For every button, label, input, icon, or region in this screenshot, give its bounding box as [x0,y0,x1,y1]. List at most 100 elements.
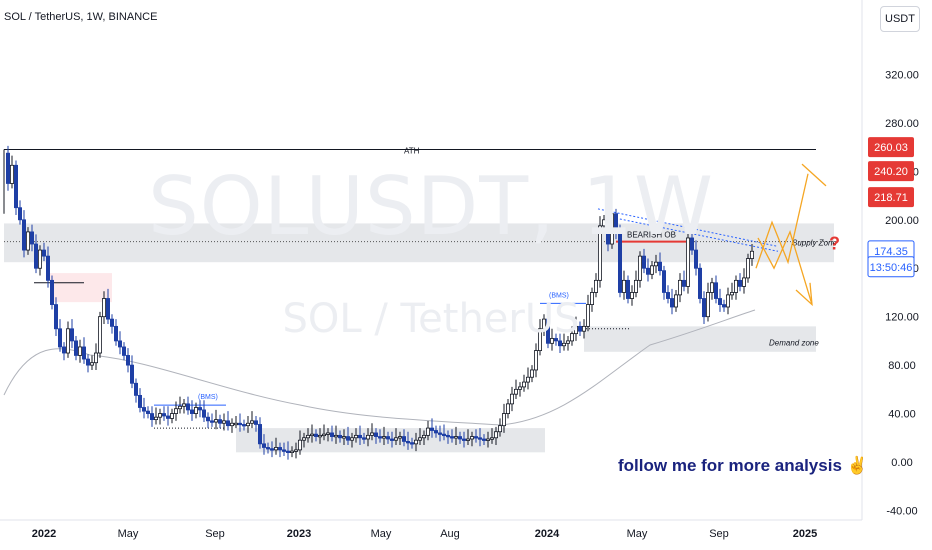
candle-body [141,407,146,412]
chart-title: SOL / TetherUS, 1W, BINANCE [4,11,158,23]
candle-body [257,424,262,445]
candle-body [357,434,362,439]
candle-body [385,436,390,440]
candle-body [34,243,39,269]
candle-body [714,282,719,299]
candle-body [630,292,635,299]
candle-body [574,325,579,335]
order-block-pink [50,273,112,303]
candle-body [526,376,531,383]
bearish-ob-label: BEARISH OB [627,231,676,240]
candle-body [501,413,506,427]
candle-body [9,164,14,184]
candle-body [118,340,123,348]
candle-body [205,416,210,422]
x-tick-label: Aug [440,528,460,540]
candle-body [114,325,119,342]
candle-body [485,438,490,441]
candle-body [522,381,527,388]
currency-button[interactable]: USDT [880,6,920,32]
y-tick-label: 280.00 [885,118,919,130]
candle-body [353,434,358,439]
candle-body [578,325,583,332]
candle-body [38,249,43,269]
demand-zone [584,326,816,352]
candle-body [433,430,438,434]
bms-label-1: (BMS) [198,394,218,401]
price-label-box [868,161,914,182]
candle-body [74,340,79,356]
y-tick-label: 40.00 [888,409,916,421]
trendline-1 [597,208,779,247]
price-label-box [867,256,915,278]
candle-body [686,237,691,287]
supply-zone-label: Supply Zone [792,239,837,248]
candle-body [173,408,178,414]
candle-body [58,328,63,348]
candle-body [98,316,103,354]
candle-body [658,261,663,272]
candle-body [349,437,354,441]
y-tick-label: 0.00 [891,457,912,469]
candle-body [638,255,643,281]
candle-body [590,292,595,305]
candle-body [289,450,294,454]
candle-body [90,362,95,366]
candle-body [237,422,242,426]
candle-body [742,277,747,287]
candle-body [534,350,539,371]
candle-body [626,279,631,299]
candle-body [674,294,679,308]
candle-body [329,432,334,437]
candle-body [265,447,270,450]
candle-body [598,225,603,281]
candle-body [261,443,266,448]
bms-label-2: (BMS) [549,292,569,299]
candle-body [401,436,406,442]
candle-body [133,382,138,396]
candle-body [165,415,170,419]
candle-body [269,448,274,451]
candle-body [429,427,434,431]
candle-body [518,386,523,390]
x-tick-label: May [627,528,648,540]
candle-body [405,441,410,444]
x-tick-label: May [371,528,392,540]
candle-body [153,416,158,421]
candle-body [489,437,494,440]
candle-body [622,279,627,293]
candle-body [293,449,298,452]
candle-body [82,346,87,360]
price-label: 260.03 [874,142,908,154]
candle-body [538,328,543,351]
candle-body [54,304,59,330]
candle-body [662,270,667,293]
candle-body [682,279,687,287]
candle-body [618,231,623,293]
candle-body [126,355,131,366]
candle-body [365,434,370,440]
candle-body [361,437,366,440]
candle-body [209,420,214,423]
price-label: 218.71 [874,192,908,204]
candle-body [110,318,115,327]
candle-body [425,427,430,436]
ath-label: ATH [404,147,420,156]
candle-body [193,407,198,414]
y-tick-label: -40.00 [886,505,917,517]
projection-up-path [755,173,809,269]
candle-body [642,255,647,269]
x-tick-label: 2022 [32,528,56,540]
candle-body [157,413,162,418]
candle-body [225,420,230,427]
projection-up-head [801,163,827,187]
candle-body [345,436,350,441]
candle-body [273,447,278,451]
candle-body [726,294,731,308]
candle-body [317,434,322,438]
x-tick-label: 2025 [793,528,817,540]
candle-body [381,436,386,439]
candle-body [277,447,282,451]
candle-body [738,279,743,287]
